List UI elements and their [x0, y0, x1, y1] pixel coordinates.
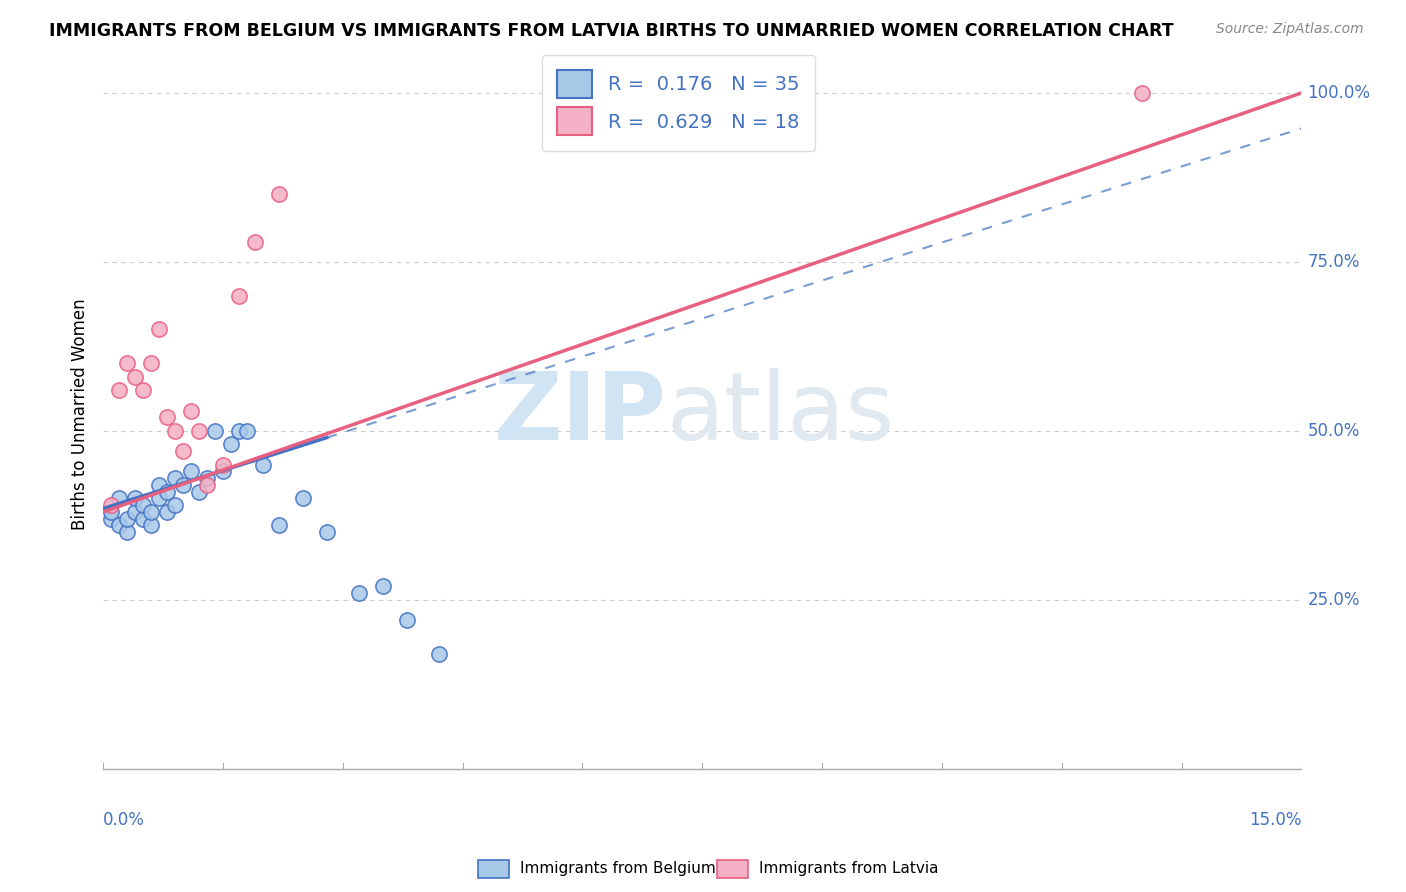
Point	[115, 356, 138, 370]
Point	[156, 410, 179, 425]
Point	[139, 518, 162, 533]
Point	[172, 444, 194, 458]
Point	[315, 525, 337, 540]
Point	[188, 424, 211, 438]
Point	[212, 464, 235, 478]
Point	[236, 424, 259, 438]
Text: 50.0%: 50.0%	[1308, 422, 1360, 440]
Point	[132, 384, 155, 398]
Point	[148, 491, 170, 506]
Point	[252, 458, 274, 472]
Text: 100.0%: 100.0%	[1308, 84, 1371, 102]
Text: 75.0%: 75.0%	[1308, 253, 1360, 271]
Point	[219, 437, 242, 451]
Point	[1130, 86, 1153, 100]
Point	[139, 505, 162, 519]
Point	[371, 579, 394, 593]
Text: atlas: atlas	[666, 368, 894, 460]
Point	[180, 464, 202, 478]
Point	[347, 586, 370, 600]
Point	[156, 505, 179, 519]
Point	[204, 424, 226, 438]
Point	[212, 458, 235, 472]
Point	[427, 647, 450, 661]
Point	[228, 288, 250, 302]
Point	[156, 484, 179, 499]
Y-axis label: Births to Unmarried Women: Births to Unmarried Women	[72, 298, 89, 530]
Point	[163, 471, 186, 485]
Point	[100, 511, 122, 525]
Point	[139, 356, 162, 370]
Point	[195, 478, 218, 492]
Point	[148, 322, 170, 336]
Point	[228, 424, 250, 438]
Point	[100, 505, 122, 519]
Text: Immigrants from Latvia: Immigrants from Latvia	[759, 862, 939, 876]
Point	[163, 498, 186, 512]
Point	[172, 478, 194, 492]
Point	[243, 235, 266, 249]
Point	[132, 511, 155, 525]
Point	[100, 498, 122, 512]
Point	[291, 491, 314, 506]
Point	[195, 471, 218, 485]
Text: IMMIGRANTS FROM BELGIUM VS IMMIGRANTS FROM LATVIA BIRTHS TO UNMARRIED WOMEN CORR: IMMIGRANTS FROM BELGIUM VS IMMIGRANTS FR…	[49, 22, 1174, 40]
Point	[188, 484, 211, 499]
Point	[180, 403, 202, 417]
Point	[124, 491, 146, 506]
Text: ZIP: ZIP	[494, 368, 666, 460]
Text: Immigrants from Belgium: Immigrants from Belgium	[520, 862, 716, 876]
Text: 25.0%: 25.0%	[1308, 591, 1360, 608]
Point	[395, 613, 418, 627]
Point	[267, 187, 290, 202]
Text: 0.0%: 0.0%	[103, 812, 145, 830]
Text: 15.0%: 15.0%	[1249, 812, 1302, 830]
Legend: R =  0.176   N = 35, R =  0.629   N = 18: R = 0.176 N = 35, R = 0.629 N = 18	[541, 54, 815, 151]
Point	[267, 518, 290, 533]
Text: Source: ZipAtlas.com: Source: ZipAtlas.com	[1216, 22, 1364, 37]
Point	[115, 525, 138, 540]
Point	[108, 518, 131, 533]
Point	[163, 424, 186, 438]
Point	[115, 511, 138, 525]
Point	[108, 384, 131, 398]
Point	[124, 505, 146, 519]
Point	[148, 478, 170, 492]
Point	[108, 491, 131, 506]
Point	[132, 498, 155, 512]
Point	[124, 369, 146, 384]
